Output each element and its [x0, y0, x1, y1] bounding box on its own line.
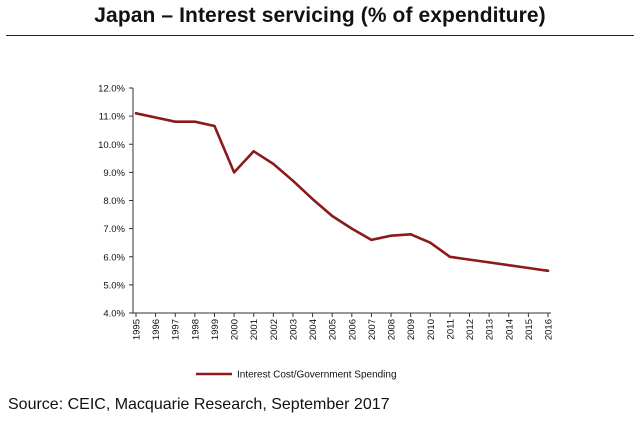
data-point	[174, 120, 177, 123]
y-tick-label: 5.0%	[103, 280, 125, 291]
data-point	[487, 261, 491, 264]
x-tick-label: 2011	[445, 319, 456, 339]
data-point	[468, 258, 471, 261]
x-tick-label: 2006	[347, 319, 358, 340]
data-point	[546, 269, 550, 273]
x-tick-label: 1995	[132, 319, 143, 340]
data-point	[311, 197, 314, 201]
x-tick-label: 2009	[406, 319, 417, 340]
x-tick-label: 2008	[387, 319, 398, 340]
x-tick-label: 1996	[151, 319, 162, 340]
data-point	[507, 263, 510, 267]
x-tick-label: 2013	[485, 319, 496, 340]
x-tick-label: 1998	[190, 319, 201, 340]
data-point	[232, 171, 236, 174]
y-tick-label: 4.0%	[103, 309, 125, 320]
data-point	[429, 241, 432, 244]
data-point	[350, 227, 354, 230]
data-point	[330, 214, 334, 218]
title-divider	[6, 35, 634, 36]
x-tick-label: 1997	[171, 319, 182, 340]
x-tick-label: 2003	[288, 319, 299, 340]
y-tick-label: 10.0%	[98, 140, 125, 151]
data-point	[527, 266, 530, 270]
x-tick-label: 2002	[269, 319, 280, 340]
x-tick-label: 2005	[328, 319, 339, 340]
line-chart: 4.0% 5.0% 6.0% 7.0% 8.0% 9.0% 10.0% 11.0% 12.0% 1…	[98, 84, 555, 381]
y-tick-label: 9.0%	[103, 168, 125, 179]
x-tick-label: 2012	[465, 319, 476, 340]
x-tick-label: 2000	[230, 319, 241, 340]
data-point	[134, 112, 138, 115]
y-tick-label: 6.0%	[103, 252, 125, 263]
x-tick-label: 2015	[524, 319, 535, 340]
x-tick-label: 1999	[210, 319, 221, 340]
data-point	[389, 234, 393, 237]
y-tick-label: 7.0%	[103, 224, 125, 235]
x-tick-label: 2007	[367, 319, 378, 340]
data-point	[213, 124, 216, 128]
x-tick-label: 2010	[426, 319, 437, 340]
source-note: Source: CEIC, Macquarie Research, Septem…	[8, 396, 390, 413]
data-point	[291, 179, 295, 183]
data-point	[448, 255, 452, 258]
y-tick-label: 12.0%	[98, 84, 125, 95]
data-point	[252, 150, 255, 153]
series-line-interest-cost	[134, 112, 550, 273]
data-point	[272, 162, 275, 166]
x-tick-label: 2014	[504, 319, 515, 340]
x-tick-label: 2016	[544, 319, 555, 340]
data-point	[193, 120, 197, 123]
y-tick-label: 11.0%	[99, 112, 126, 123]
y-tick-label: 8.0%	[103, 196, 125, 207]
chart-title: Japan – Interest servicing (% of expendi…	[94, 4, 546, 27]
x-tick-label: 2004	[308, 319, 319, 340]
data-point	[409, 233, 412, 236]
data-point	[370, 238, 373, 242]
legend-label: Interest Cost/Government Spending	[237, 370, 397, 381]
data-point	[154, 116, 157, 119]
x-tick-label: 2001	[249, 319, 260, 340]
